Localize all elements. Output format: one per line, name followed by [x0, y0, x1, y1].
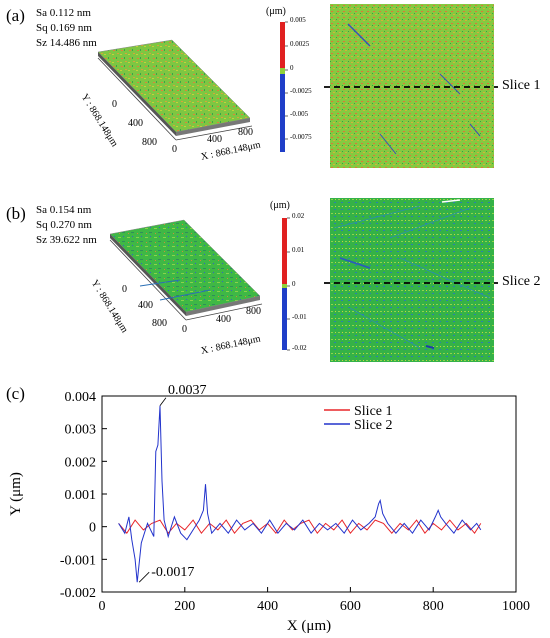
- panel-a-stats: Sa 0.112 nm Sq 0.169 nm Sz 14.486 nm: [36, 6, 97, 51]
- slice-profile-chart: 0 200 400 600 800 1000 -0.002 -0.001 0 0.001 0.00…: [8, 383, 530, 634]
- stat-sq: Sq 0.270 nm: [36, 219, 92, 231]
- plot-frame: [101, 395, 517, 593]
- x-tick-label: 200: [174, 599, 195, 614]
- slice-2-line: [324, 282, 498, 284]
- x-tick-label: 600: [340, 599, 361, 614]
- slice-1-label: Slice 1: [502, 78, 541, 93]
- colorbar-a-tick-4: -0.005: [290, 110, 309, 118]
- slice-1-line: [324, 86, 498, 88]
- annotation-trough: -0.0017: [151, 565, 194, 580]
- x-tick-label: 400: [257, 599, 278, 614]
- x-axis-label: X (μm): [287, 618, 331, 634]
- panel-a-x-tick-800: 800: [238, 127, 253, 138]
- colorbar-b-tick-1: 0.01: [292, 246, 305, 254]
- panel-b-y-tick-0: 0: [122, 284, 127, 295]
- panel-a-x-tick-0: 0: [172, 144, 177, 155]
- panel-a-topview: [330, 4, 494, 168]
- panel-b-topview: [330, 198, 494, 362]
- colorbar-a-tick-2: 0: [290, 64, 294, 72]
- y-axis-label: Y (μm): [8, 472, 24, 516]
- panel-a-y-tick-400: 400: [128, 118, 143, 129]
- x-tick-label: 0: [99, 599, 106, 614]
- panel-b-x-tick-0: 0: [182, 324, 187, 335]
- annotations: 0.0037 -0.0017: [138, 383, 207, 583]
- panel-a-y-tick-0: 0: [112, 99, 117, 110]
- y-tick-label: -0.001: [60, 553, 96, 568]
- y-tick-label: 0.004: [65, 390, 97, 405]
- x-tick-label: 800: [423, 599, 444, 614]
- colorbar-b-tick-0: 0.02: [292, 212, 305, 220]
- stat-sz: Sz 39.622 nm: [36, 234, 97, 246]
- panel-a-x-tick-400: 400: [207, 134, 222, 145]
- panel-b-x-tick-400: 400: [216, 314, 231, 325]
- panel-b-x-tick-800: 800: [246, 306, 261, 317]
- panel-b-label: (b): [6, 204, 26, 223]
- y-tick-label: -0.002: [60, 586, 96, 601]
- legend-label-2: Slice 2: [354, 418, 393, 433]
- colorbar-a-tick-0: 0.005: [290, 16, 306, 24]
- slice-2-label: Slice 2: [502, 274, 541, 289]
- x-axis-ticks: 0 200 400 600 800 1000: [99, 587, 530, 614]
- colorbar-a-tick-1: 0.0025: [290, 40, 310, 48]
- annotation-leader: [138, 571, 150, 583]
- colorbar-a-tick-3: -0.0025: [290, 87, 312, 95]
- annotation-leader: [159, 397, 167, 407]
- y-tick-label: 0.001: [65, 488, 97, 503]
- y-tick-label: 0.003: [65, 423, 97, 438]
- colorbar-b-tick-2: 0: [292, 280, 296, 288]
- y-axis-ticks: -0.002 -0.001 0 0.001 0.002 0.003 0.004: [60, 390, 107, 601]
- panel-b-y-tick-400: 400: [138, 300, 153, 311]
- series-line-2: [118, 405, 482, 583]
- panel-c-label: (c): [6, 384, 25, 403]
- colorbar-b-tick-3: -0.01: [292, 313, 307, 321]
- stat-sq: Sq 0.169 nm: [36, 22, 92, 34]
- x-tick-label: 1000: [502, 599, 530, 614]
- panel-b-surface: [109, 217, 290, 351]
- panel-b-colorbar-unit: (μm): [270, 200, 290, 211]
- stat-sa: Sa 0.154 nm: [36, 204, 92, 216]
- y-tick-label: 0.002: [65, 455, 97, 470]
- stat-sa: Sa 0.112 nm: [36, 7, 91, 19]
- panel-a-colorbar-unit: (μm): [266, 6, 286, 17]
- panel-a-label: (a): [6, 6, 25, 25]
- stat-sz: Sz 14.486 nm: [36, 37, 97, 49]
- colorbar-a-tick-5: -0.0075: [290, 133, 312, 141]
- panel-a-y-tick-800: 800: [142, 137, 157, 148]
- series-lines: [118, 405, 482, 583]
- panel-b-y-tick-800: 800: [152, 318, 167, 329]
- legend-label-1: Slice 1: [354, 404, 393, 419]
- annotation-peak: 0.0037: [168, 383, 207, 398]
- colorbar-b-tick-4: -0.02: [292, 344, 307, 352]
- panel-b-stats: Sa 0.154 nm Sq 0.270 nm Sz 39.622 nm: [36, 203, 97, 248]
- y-tick-label: 0: [89, 521, 96, 536]
- panel-a-surface: [97, 21, 288, 152]
- series-line-1: [118, 519, 482, 535]
